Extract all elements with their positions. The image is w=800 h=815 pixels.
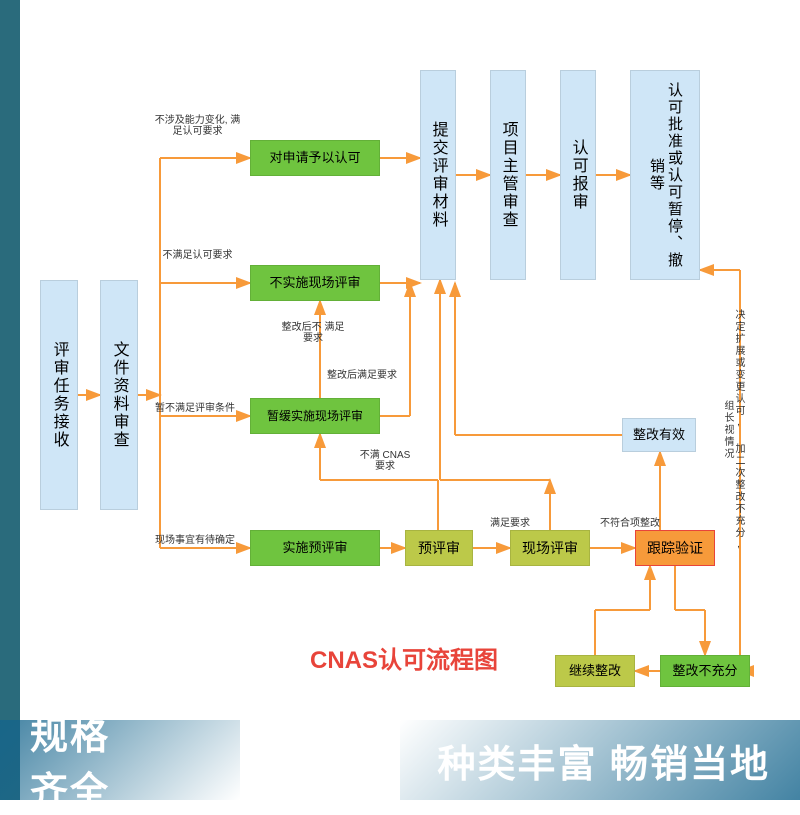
- banner-left-text: 规格 齐全: [30, 705, 110, 815]
- flowchart-node-n15: 继续整改: [555, 655, 635, 687]
- flowchart-node-n7: 提交评审材料: [420, 70, 456, 280]
- flowchart-node-n4: 不实施现场评审: [250, 265, 380, 301]
- flowchart-node-n13: 跟踪验证: [635, 530, 715, 566]
- banner-left: 规格 齐全: [0, 720, 240, 800]
- flowchart-node-n9: 认可报审: [560, 70, 596, 280]
- flowchart-node-n11: 预评审: [405, 530, 473, 566]
- flowchart-node-n2: 文件资料审查: [100, 280, 138, 510]
- flowchart-node-n10: 认可批准或认可暂停、撤销等: [630, 70, 700, 280]
- banner-right-text: 种类丰富 畅销当地: [437, 733, 770, 788]
- flowchart-node-n12: 现场评审: [510, 530, 590, 566]
- flowchart-node-n3: 对申请予以认可: [250, 140, 380, 176]
- flowchart-node-n8: 项目主管审查: [490, 70, 526, 280]
- side-accent-bar: [0, 0, 20, 800]
- flowchart-node-n16: 整改不充分: [660, 655, 750, 687]
- flowchart-node-n5: 暂缓实施现场评审: [250, 398, 380, 434]
- diagram-title: CNAS认可流程图: [310, 640, 498, 675]
- flowchart-node-n14: 整改有效: [622, 418, 696, 452]
- flowchart-node-n6: 实施预评审: [250, 530, 380, 566]
- flowchart-node-n1: 评审任务接收: [40, 280, 78, 510]
- banner-right: 种类丰富 畅销当地: [400, 720, 800, 800]
